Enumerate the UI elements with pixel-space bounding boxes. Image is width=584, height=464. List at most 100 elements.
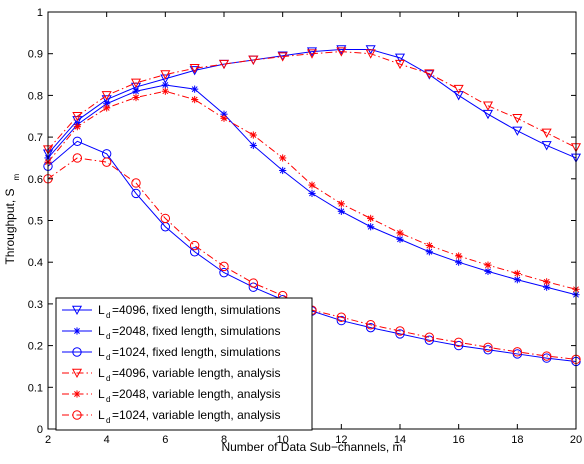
- legend-box: [55, 297, 313, 431]
- y-tick-label: 1: [37, 7, 43, 19]
- series-5-point: [396, 229, 404, 237]
- series-5-point-stroke: [514, 270, 521, 277]
- series-4-point: [189, 64, 200, 74]
- series-5-point-stroke: [191, 96, 198, 103]
- series-2-point: [308, 189, 316, 197]
- series-2: [44, 81, 580, 299]
- series-2-point: [161, 81, 169, 89]
- series-4-point: [482, 101, 494, 111]
- series-4-point: [218, 59, 230, 70]
- series-5-point: [191, 95, 199, 104]
- x-tick-label: 6: [162, 434, 168, 446]
- series-2-point-stroke: [455, 259, 462, 266]
- series-5-point: [425, 241, 433, 250]
- series-2-point-stroke: [514, 276, 521, 283]
- legend-marker: [72, 410, 82, 420]
- series-5-point-stroke: [455, 252, 462, 259]
- series-2-point-stroke: [191, 86, 198, 93]
- series-5-point-stroke: [426, 242, 433, 249]
- series-4-point: [160, 70, 171, 80]
- y-axis-title-subscript: m: [12, 174, 21, 181]
- legend-label-rest: =4096, variable length, analysis: [112, 366, 280, 380]
- series-2-point-stroke: [250, 142, 257, 149]
- y-tick-label: 0.2: [28, 341, 43, 353]
- series-1-point: [101, 95, 112, 105]
- series-4: [42, 47, 582, 155]
- series-5-point: [484, 261, 492, 269]
- series-5-point-stroke: [338, 200, 345, 207]
- legend-label-rest: =1024, fixed length, simulations: [112, 345, 280, 359]
- legend-label-sub: d: [106, 353, 110, 362]
- series-3-point: [453, 340, 464, 351]
- legend-marker: [73, 390, 81, 398]
- series-2-point-stroke: [133, 88, 139, 95]
- series-3-point: [336, 315, 347, 326]
- y-tick-label: 0.4: [28, 257, 43, 269]
- series-2-point-stroke: [309, 190, 315, 197]
- series-4-point: [277, 52, 288, 62]
- legend-label-sub: d: [106, 332, 110, 341]
- y-tick-label: 0.1: [28, 382, 43, 394]
- series-5-point-stroke: [74, 123, 81, 130]
- series-2-point: [455, 258, 463, 266]
- y-axis-title-group: Throughput, S m: [3, 174, 21, 265]
- series-1-point: [394, 53, 406, 63]
- series-4-point: [306, 49, 318, 59]
- series-1-point: [336, 45, 347, 55]
- legend-label-rest: =2048, variable length, analysis: [112, 387, 280, 401]
- y-tick-label: 0.3: [28, 299, 43, 311]
- legend-label-main: L: [98, 345, 105, 359]
- legend-marker: [73, 327, 81, 335]
- y-tick-label: 0.8: [28, 90, 43, 102]
- series-1-point: [306, 47, 318, 57]
- series-6-point: [219, 261, 229, 272]
- series-6-point: [248, 278, 259, 288]
- series-6-point: [189, 240, 200, 251]
- series-6-point: [541, 351, 552, 361]
- legend-marker-stroke: [74, 328, 80, 334]
- y-tick-label: 0.5: [28, 216, 43, 228]
- series-6-point: [365, 320, 376, 330]
- series-4-point: [394, 59, 406, 70]
- y-axis-title: Throughput, S: [3, 188, 17, 264]
- series-2-point: [484, 267, 492, 275]
- series-6-point: [483, 342, 493, 352]
- series-5-point: [220, 114, 228, 122]
- series-5-point: [543, 278, 551, 286]
- x-tick-label: 10: [277, 434, 289, 446]
- x-tick-label: 18: [511, 434, 523, 446]
- series-2-point: [132, 87, 140, 95]
- series-3-point: [365, 322, 376, 333]
- series-6-point: [512, 347, 523, 357]
- series-1-point: [160, 74, 171, 84]
- series-1-point: [512, 126, 523, 136]
- series-4-point: [424, 69, 435, 79]
- legend-marker-stroke: [74, 391, 80, 397]
- y-tick-label: 0: [37, 424, 43, 436]
- y-tick-label: 0.7: [28, 132, 43, 144]
- series-4-point: [541, 128, 552, 138]
- legend-label-main: L: [98, 387, 105, 401]
- series-5-point: [455, 252, 463, 260]
- legend-label-rest: =4096, fixed length, simulations: [112, 303, 280, 317]
- series-5-point: [308, 181, 316, 189]
- x-tick-label: 12: [335, 434, 347, 446]
- legend-label-sub: d: [106, 416, 110, 425]
- series-2-point: [543, 283, 551, 291]
- series-5-point-stroke: [397, 230, 403, 236]
- series-2-point-stroke: [338, 208, 345, 215]
- series-5-point-stroke: [367, 215, 374, 222]
- series-4-point: [336, 47, 347, 57]
- series-3-point: [72, 136, 83, 146]
- series-5-point: [337, 200, 345, 208]
- series-2-point-stroke: [485, 268, 491, 275]
- series-2-point-stroke: [279, 167, 286, 174]
- series-6-point: [72, 153, 83, 163]
- y-tick-label: 0.9: [28, 49, 43, 61]
- series-6-point: [395, 326, 405, 336]
- x-tick-label: 2: [45, 434, 51, 446]
- y-tick-label: 0.6: [28, 174, 43, 186]
- series-2-point-stroke: [367, 223, 374, 230]
